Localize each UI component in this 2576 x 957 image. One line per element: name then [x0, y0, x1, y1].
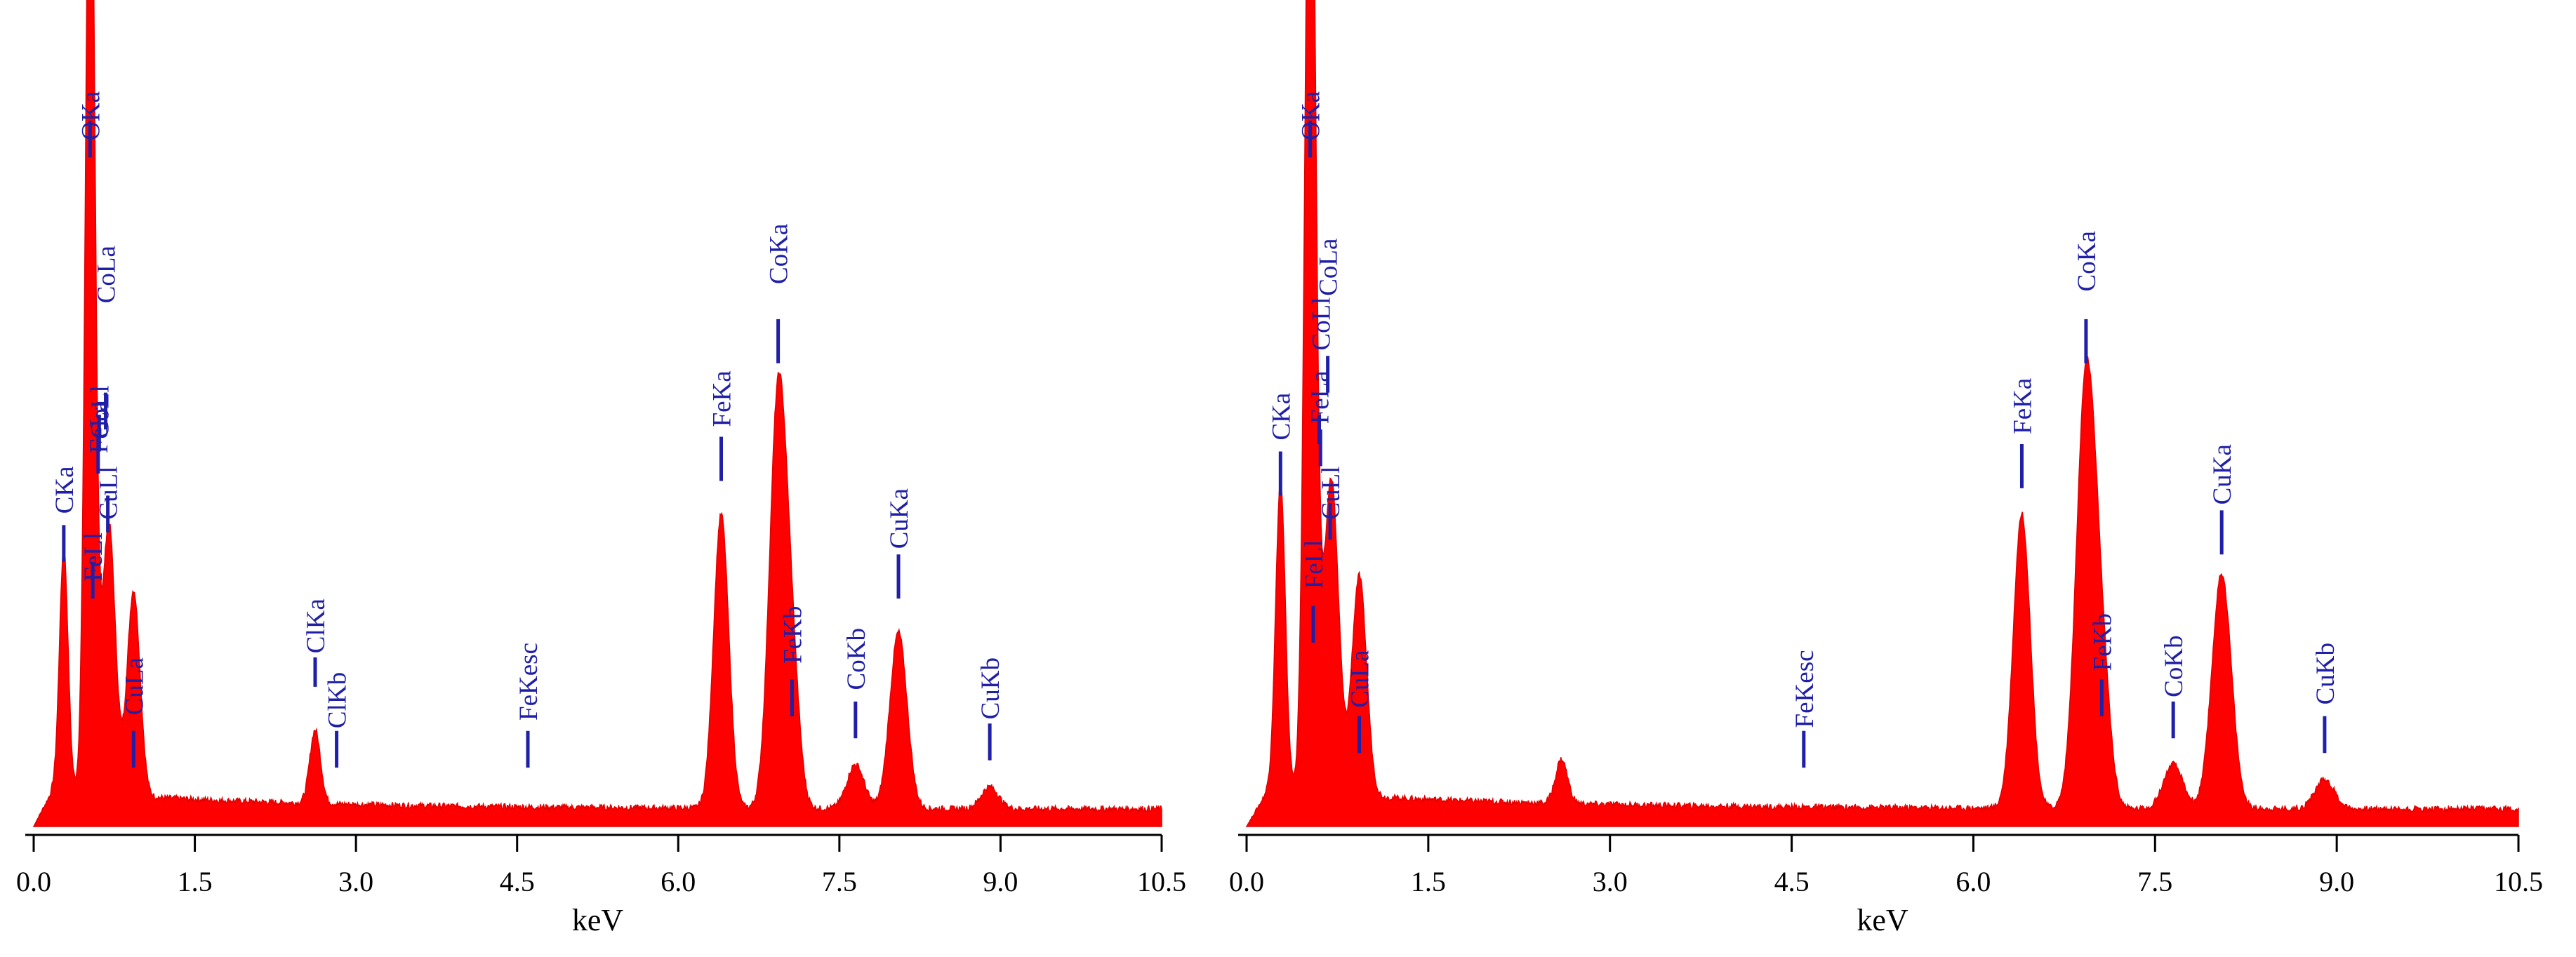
x-axis-title: keV: [572, 903, 624, 937]
peak-label: CoLl: [86, 385, 114, 439]
peak-label: CuLl: [95, 466, 124, 519]
x-tick-label: 4.5: [1774, 866, 1810, 897]
peak-label: FeKa: [2008, 378, 2037, 434]
peak-label: CuLa: [1346, 650, 1374, 707]
peak-label: ClKa: [302, 598, 331, 653]
x-tick-label: 7.5: [2137, 866, 2172, 897]
peak-label: OKa: [77, 91, 105, 140]
x-tick-label: 6.0: [660, 866, 696, 897]
peak-label: CuKa: [2208, 444, 2237, 504]
peak-label: CoLa: [1315, 239, 1343, 296]
peak-label: ClKb: [324, 672, 352, 728]
peak-label: CuKb: [2311, 643, 2340, 704]
peak-label: CoKa: [765, 224, 794, 284]
x-tick-label: 10.5: [1137, 866, 1186, 897]
x-tick-label: 9.0: [2319, 866, 2354, 897]
x-tick-label: 1.5: [178, 866, 213, 897]
x-tick-label: 0.0: [1229, 866, 1264, 897]
peak-label: CoLa: [93, 246, 121, 303]
x-axis-title: keV: [1857, 903, 1908, 937]
x-tick-label: 7.5: [822, 866, 857, 897]
peak-label: CoKb: [842, 628, 871, 690]
peak-label: CKa: [51, 466, 79, 514]
x-tick-label: 3.0: [338, 866, 373, 897]
peak-label: CoKb: [2160, 636, 2189, 697]
eds-spectrum-chart-left: 0.0 1.5 3.0 4.5 6.0 7.5 9.0 10.5keVOKaCKaFeLaCo…: [16, 0, 1186, 937]
peak-label: FeKesc: [1791, 650, 1819, 728]
spectrum-area: [1245, 0, 2519, 827]
spectrum-area: [32, 0, 1162, 827]
peak-label: FeKa: [708, 370, 737, 427]
peak-label: CKa: [1267, 393, 1296, 441]
peak-label: CuKa: [885, 488, 914, 549]
peak-label: CuLl: [1317, 466, 1346, 519]
x-tick-label: 0.0: [16, 866, 51, 897]
peak-label: FeLa: [1306, 370, 1335, 424]
peak-label: FeLl: [79, 533, 108, 582]
eds-spectrum-chart-right: 0.0 1.5 3.0 4.5 6.0 7.5 9.0 10.5 keV OKa CKa FeLa Co…: [1229, 0, 2543, 937]
x-tick-label: 9.0: [983, 866, 1018, 897]
x-tick-label: 6.0: [1956, 866, 1991, 897]
x-tick-label: 3.0: [1593, 866, 1628, 897]
peak-label: FeKb: [2088, 613, 2117, 671]
peak-label: CuLa: [120, 657, 149, 715]
peak-label: FeKesc: [514, 643, 543, 721]
peak-label: CoKa: [2073, 231, 2102, 291]
peak-label: FeLl: [1300, 540, 1329, 589]
peak-label: CoLl: [1307, 297, 1336, 350]
x-tick-label: 4.5: [500, 866, 535, 897]
peak-label: CuKb: [976, 657, 1005, 719]
peak-label: OKa: [1297, 91, 1326, 140]
x-tick-label: 10.5: [2494, 866, 2543, 897]
peak-label: FeKb: [779, 606, 808, 664]
x-tick-label: 1.5: [1411, 866, 1446, 897]
